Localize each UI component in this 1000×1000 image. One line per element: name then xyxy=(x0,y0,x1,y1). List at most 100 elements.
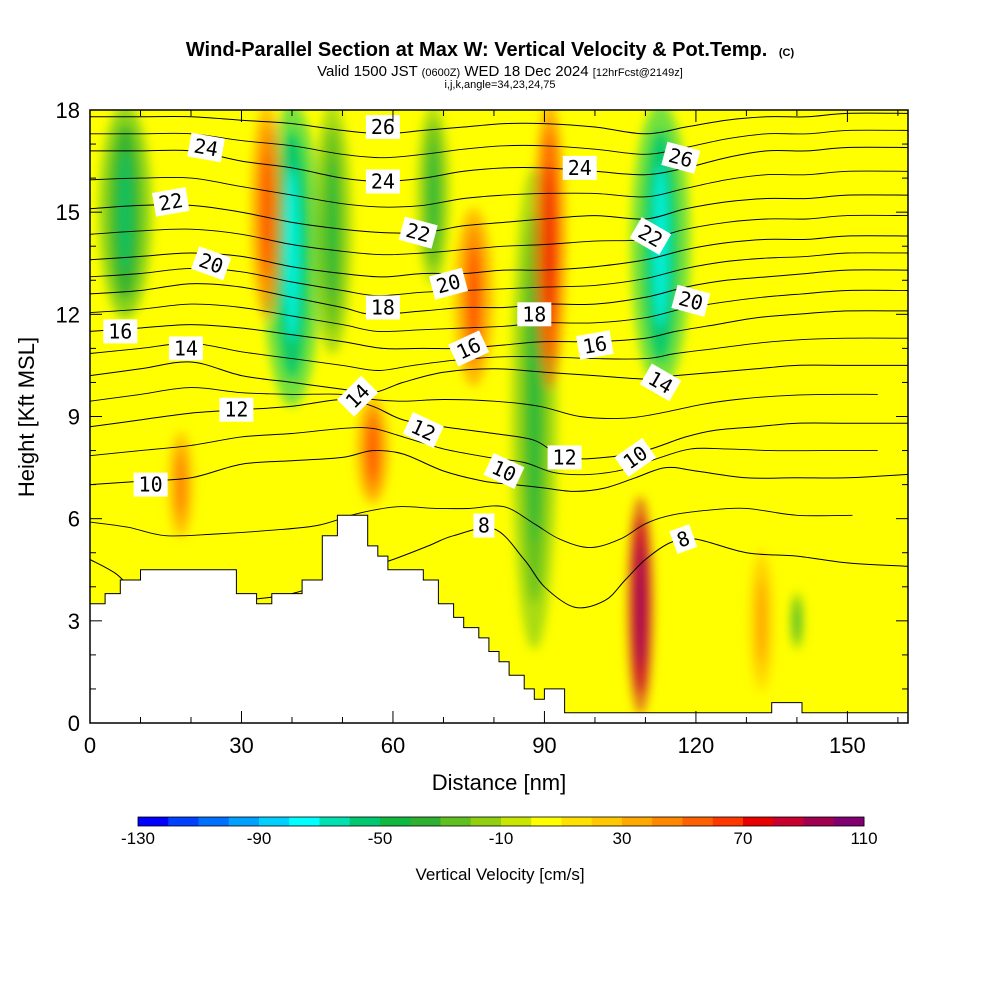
velocity-feature-core xyxy=(327,157,338,301)
contour-label-box xyxy=(576,330,614,360)
contour-label-text: 14 xyxy=(174,336,198,360)
colorbar: -130 -90 -50 -10 30 70 110 xyxy=(121,816,878,848)
colorbar-frame xyxy=(137,816,865,827)
colorbar-swatch xyxy=(289,817,320,826)
y-axis-label: Height [Kft MSL] xyxy=(14,337,39,497)
contour-label-box xyxy=(428,267,469,300)
isentrope-intermediate xyxy=(90,387,878,419)
y-tick-label: 6 xyxy=(68,507,80,532)
subtitle-date: WED 18 Dec 2024 xyxy=(464,63,592,80)
velocity-feature-core xyxy=(262,150,272,274)
colorbar-tick-label: -90 xyxy=(247,829,272,848)
contour-label: 10 xyxy=(483,452,525,490)
contour-label-box xyxy=(483,452,525,490)
colorbar-swatch xyxy=(561,817,593,826)
colorbar-swatch xyxy=(652,817,683,826)
colorbar-title: Vertical Velocity [cm/s] xyxy=(415,865,584,884)
contour-label: 14 xyxy=(168,336,203,361)
contour-label-box xyxy=(639,363,682,402)
contour-label: 24 xyxy=(187,132,225,163)
velocity-feature-core xyxy=(468,246,480,349)
contour-label-box xyxy=(671,284,711,317)
contour-label: 16 xyxy=(576,330,614,360)
contour-label-box xyxy=(365,115,400,139)
contour-label-text: 24 xyxy=(371,170,395,194)
contour-label-box xyxy=(661,141,701,174)
y-tick-label: 3 xyxy=(68,609,80,634)
colorbar-tick-label: -130 xyxy=(121,829,155,848)
velocity-feature-core xyxy=(118,150,133,274)
contour-label-text: 26 xyxy=(371,115,395,139)
isentrope-intermediate xyxy=(90,252,908,297)
contour-label-box xyxy=(398,216,438,249)
colorbar-swatch xyxy=(470,817,502,826)
x-tick-label: 150 xyxy=(829,733,866,758)
contour-label-box xyxy=(187,132,225,163)
contour-label-text: 12 xyxy=(224,398,248,422)
isentrope-20 xyxy=(90,235,908,278)
colorbar-swatch xyxy=(743,817,774,826)
contour-label-text: 10 xyxy=(139,473,163,497)
isentrope-24 xyxy=(90,146,908,183)
x-tick-label: 120 xyxy=(678,733,715,758)
contour-label-box xyxy=(473,513,495,538)
contour-label: 10 xyxy=(133,472,168,497)
contour-label: 10 xyxy=(614,437,657,477)
contour-label-box xyxy=(365,169,400,194)
colorbar-tick-label: 110 xyxy=(850,829,877,848)
contour-label-box xyxy=(365,295,400,320)
terrain xyxy=(90,514,908,723)
colorbar-tick-label: 70 xyxy=(734,829,753,848)
contour-label-box xyxy=(517,302,552,327)
contour-label-text: 18 xyxy=(522,302,546,326)
colorbar-swatch xyxy=(440,817,472,826)
colorbar-tick-label: 30 xyxy=(613,829,632,848)
contour-label: 16 xyxy=(103,319,138,344)
velocity-feature-core xyxy=(795,604,799,638)
colorbar-swatch xyxy=(803,817,835,826)
colorbar-swatch xyxy=(228,817,260,826)
contour-label-text: 24 xyxy=(192,134,220,162)
contour-label: 26 xyxy=(365,115,400,139)
contour-label-box xyxy=(337,375,379,417)
colorbar-swatch xyxy=(168,817,199,826)
contour-label-box xyxy=(103,319,138,344)
contour-label-box xyxy=(151,187,190,217)
chart-subtitle: Valid 1500 JST (0600Z) WED 18 Dec 2024 [… xyxy=(317,63,683,80)
contour-label-box xyxy=(562,155,597,180)
contour-label-box xyxy=(614,437,657,477)
velocity-feature-core xyxy=(177,453,185,516)
colorbar-swatch xyxy=(531,817,562,826)
contour-label-text: 16 xyxy=(108,319,132,343)
contour-label-box xyxy=(669,524,698,554)
contour-label-text: 22 xyxy=(157,188,185,216)
velocity-feature-core xyxy=(758,579,766,662)
contour-label: 8 xyxy=(669,524,698,554)
contour-label-text: 12 xyxy=(553,445,577,469)
contour-label: 20 xyxy=(671,284,711,317)
subtitle-valid: Valid 1500 JST xyxy=(317,63,422,80)
contour-label: 24 xyxy=(365,169,400,194)
velocity-feature-core xyxy=(428,144,438,247)
vertical-velocity-field xyxy=(99,110,804,715)
y-tick-label: 0 xyxy=(68,711,80,736)
subtitle-forecast: [12hrFcst@2149z] xyxy=(593,67,683,79)
y-tick-label: 9 xyxy=(68,405,80,430)
title-mark: (C) xyxy=(779,47,795,59)
velocity-feature-core xyxy=(636,543,644,668)
terrain-mask xyxy=(90,514,908,723)
x-tick-label: 90 xyxy=(532,733,556,758)
colorbar-swatch xyxy=(682,817,714,826)
colorbar-tick-label: -50 xyxy=(368,829,393,848)
x-axis-label: Distance [nm] xyxy=(432,770,567,795)
colorbar-swatch xyxy=(380,817,411,826)
contour-label: 18 xyxy=(517,302,552,327)
contour-label: 22 xyxy=(151,187,190,217)
contour-label: 12 xyxy=(547,445,582,470)
contour-label: 24 xyxy=(562,155,597,180)
colorbar-swatch xyxy=(349,817,381,826)
isentrope-intermediate xyxy=(90,214,908,256)
contour-label-box xyxy=(547,445,582,470)
